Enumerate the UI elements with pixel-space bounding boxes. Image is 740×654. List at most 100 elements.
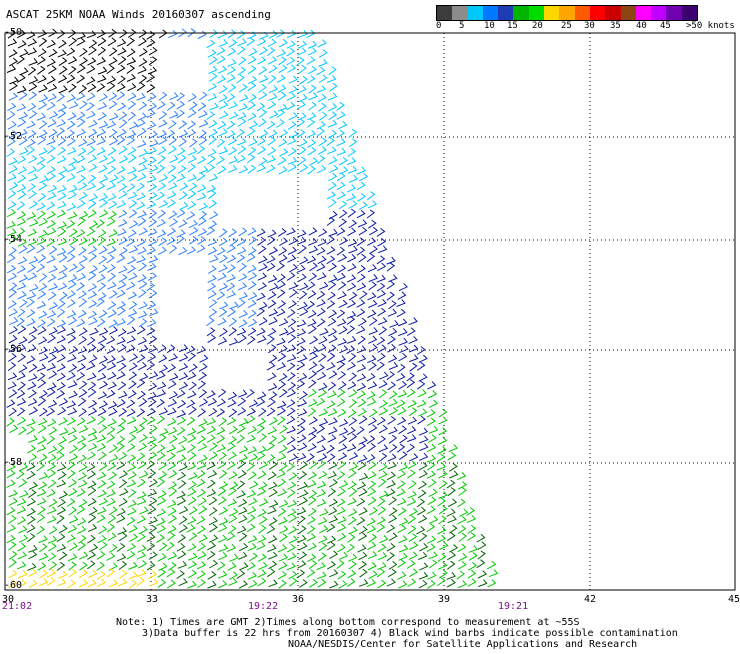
wind-barb [17, 174, 27, 184]
wind-barb [76, 505, 86, 515]
wind-barb [146, 533, 156, 542]
wind-barb [97, 335, 107, 345]
wind-barb [86, 227, 96, 237]
wind-barb [219, 228, 228, 238]
wind-barb [237, 470, 247, 479]
wind-barb [87, 407, 98, 416]
wind-barb [356, 237, 366, 247]
wind-barb [157, 344, 167, 353]
wind-barb [178, 436, 188, 445]
wind-barb [218, 451, 227, 461]
wind-barb [67, 469, 76, 479]
wind-barb [357, 219, 368, 228]
wind-barb [458, 486, 467, 497]
wind-barb [209, 559, 218, 569]
wind-barb [228, 471, 238, 480]
wind-barb [137, 390, 146, 400]
wind-barb [48, 561, 58, 571]
wind-barb [247, 55, 257, 65]
wind-barb [428, 488, 438, 498]
wind-barb [428, 551, 438, 560]
wind-barb [96, 274, 106, 283]
wind-barb [337, 515, 347, 524]
wind-barb [367, 292, 377, 301]
wind-barb [146, 327, 156, 336]
wind-barb [446, 571, 456, 580]
wind-barb [396, 488, 406, 497]
wind-barb [106, 426, 116, 436]
wind-barb [306, 75, 316, 84]
wind-barb [156, 164, 166, 174]
wind-barb [138, 442, 148, 452]
wind-barb [356, 246, 366, 256]
wind-barb [438, 515, 447, 525]
wind-barb [108, 407, 118, 416]
wind-barb [306, 281, 316, 291]
wind-barb [237, 460, 246, 470]
wind-barb [286, 415, 296, 425]
wind-barb [76, 92, 86, 101]
wind-barb [8, 497, 18, 506]
wind-barb [286, 227, 296, 236]
wind-barb [8, 515, 17, 525]
wind-barb [106, 389, 116, 399]
wind-barb [207, 580, 217, 589]
wind-barb [136, 408, 146, 418]
wind-barb [16, 389, 26, 399]
wind-barb [418, 551, 428, 560]
wind-barb [167, 363, 177, 373]
wind-barb [197, 227, 207, 237]
wind-barb [127, 308, 138, 317]
wind-barb [148, 516, 158, 525]
wind-barb [398, 544, 409, 553]
wind-barb [346, 345, 356, 354]
wind-barb [69, 515, 79, 524]
wind-barb [398, 381, 407, 390]
wind-barb [176, 409, 187, 418]
wind-barb [118, 390, 128, 399]
wind-barb [468, 562, 478, 571]
wind-barb [97, 489, 107, 498]
wind-barb [56, 506, 67, 515]
wind-barb [8, 308, 18, 317]
wind-barb [187, 488, 197, 497]
wind-barb [69, 101, 79, 110]
wind-barb [359, 578, 369, 587]
legend-swatch [513, 6, 529, 20]
wind-barb [146, 282, 155, 292]
wind-barb [77, 354, 87, 363]
wind-barb [336, 360, 346, 371]
wind-barb [138, 29, 148, 39]
wind-barb [68, 56, 78, 65]
wind-barb [16, 227, 26, 237]
wind-barb [167, 164, 177, 174]
wind-barb [218, 85, 228, 94]
wind-barb [136, 192, 146, 201]
wind-barb [387, 568, 397, 578]
wind-barb [447, 551, 457, 561]
wind-barb [56, 325, 67, 335]
wind-barb [378, 424, 388, 434]
wind-barb [328, 478, 338, 488]
wind-barb [468, 552, 478, 561]
wind-barb [109, 137, 119, 146]
wind-barb [247, 101, 256, 111]
wind-barb [6, 254, 16, 264]
wind-barb [78, 246, 87, 256]
wind-barb [409, 568, 418, 578]
wind-barb [358, 436, 368, 445]
wind-barb [26, 318, 36, 327]
wind-barb [77, 525, 87, 535]
wind-barb [36, 363, 47, 372]
wind-barb [368, 461, 377, 471]
wind-barb [276, 29, 286, 38]
wind-barb [386, 280, 396, 290]
wind-barb [176, 570, 185, 580]
wind-barb [357, 398, 367, 408]
wind-barb [66, 47, 76, 57]
wind-barb [157, 229, 167, 238]
wind-barb [128, 571, 138, 580]
wind-barb [247, 75, 258, 85]
wind-barb [347, 469, 357, 479]
wind-barb [107, 264, 116, 273]
